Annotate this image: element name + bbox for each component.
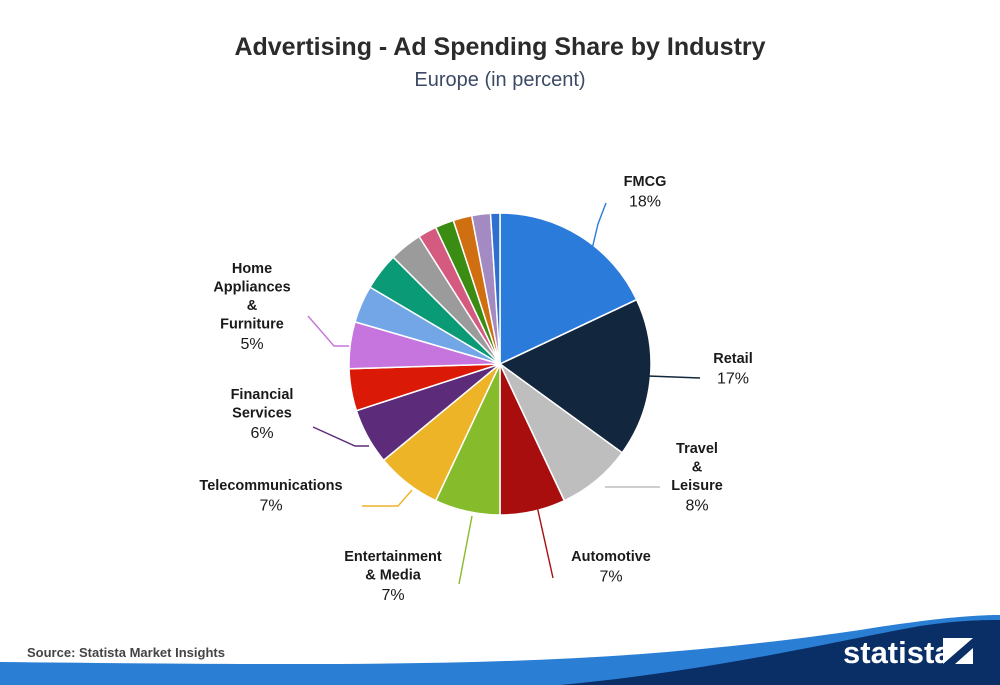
slice-label-name: Telecommunications <box>199 478 342 494</box>
slice-label-name: Leisure <box>671 478 723 494</box>
pie-slice <box>499 212 638 366</box>
slice-label-name: Retail <box>713 351 753 367</box>
leader-line <box>458 515 473 585</box>
slice-label-name: Appliances <box>213 280 290 296</box>
slice-label-name: Furniture <box>220 317 284 333</box>
slice-label-value: 17% <box>717 371 749 388</box>
slice-label-name: Home <box>232 261 272 277</box>
pie-slice <box>498 298 652 454</box>
slice-label-name: & <box>692 460 703 476</box>
slice-label-value: 18% <box>629 194 661 211</box>
footer-brand-band <box>560 620 1000 685</box>
slice-label-value: 7% <box>259 498 282 515</box>
leader-line <box>307 315 349 347</box>
pie-slices <box>348 212 652 516</box>
slice-labels: FMCG 18% Retail 17% Travel & Leisure 8% Automoti… <box>199 174 752 604</box>
slice-label-name: Financial <box>231 387 294 403</box>
slice-label-name: Services <box>232 406 292 422</box>
slice-label-value: 6% <box>250 425 273 442</box>
slice-label-value: 8% <box>685 498 708 515</box>
slice-label-name: Automotive <box>571 549 651 565</box>
pie-slice <box>489 212 501 365</box>
leader-line <box>362 489 413 507</box>
slice-label-value: 5% <box>240 336 263 353</box>
brand-logo-text: statista <box>843 635 952 670</box>
leader-line <box>647 375 701 379</box>
leader-line <box>312 426 369 447</box>
slice-label-name: & Media <box>365 568 422 584</box>
brand-logo-icon <box>943 638 973 664</box>
leader-line <box>536 505 554 579</box>
slice-label-name: FMCG <box>624 174 667 190</box>
slice-label-name: Travel <box>676 441 718 457</box>
slice-label-value: 7% <box>381 587 404 604</box>
chart-title: Advertising - Ad Spending Share by Indus… <box>234 33 765 61</box>
source-note: Source: Statista Market Insights <box>27 645 225 660</box>
slice-label-name: Entertainment <box>344 549 442 565</box>
chart-subtitle: Europe (in percent) <box>414 69 585 91</box>
slice-label-value: 7% <box>599 569 622 586</box>
leader-line <box>582 202 607 288</box>
slice-label-name: & <box>247 298 258 314</box>
leader-lines <box>307 202 701 585</box>
